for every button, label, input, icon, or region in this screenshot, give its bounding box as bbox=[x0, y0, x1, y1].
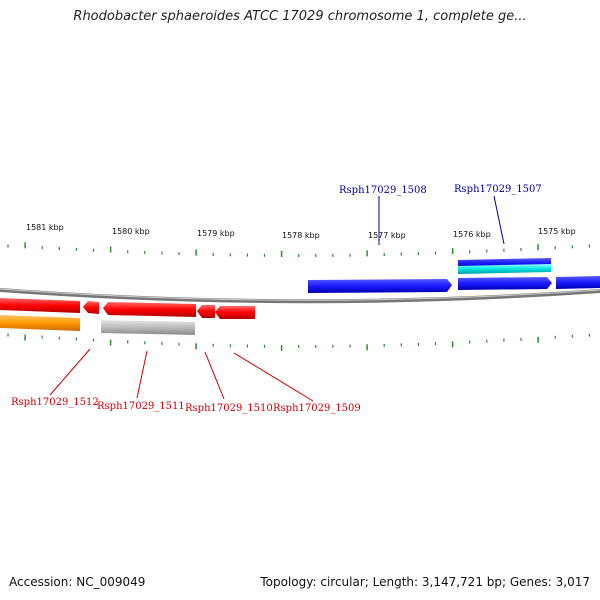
chromosome-backbone-highlight bbox=[0, 288, 600, 301]
scale-ticks-top bbox=[7, 242, 591, 257]
gene-rsph17029-1506[interactable] bbox=[556, 276, 600, 289]
gene-small-reverse[interactable] bbox=[83, 301, 99, 314]
leader-line-1509 bbox=[233, 352, 314, 402]
gene-rsph17029-1509[interactable] bbox=[215, 306, 255, 319]
leader-line-1512 bbox=[49, 348, 91, 396]
gene-label-rsph17029-1512[interactable]: Rsph17029_1512 bbox=[11, 397, 99, 408]
map-title: Rhodobacter sphaeroides ATCC 17029 chrom… bbox=[73, 9, 527, 24]
gene-rsph17029-1510[interactable] bbox=[197, 305, 215, 318]
genome-summary-text: Topology: circular; Length: 3,147,721 bp… bbox=[260, 575, 590, 589]
scale-ticks-bottom bbox=[7, 333, 591, 351]
gene-rsph17029-1511[interactable] bbox=[103, 302, 196, 317]
gene-rsph17029-1508[interactable] bbox=[308, 279, 452, 293]
accession-text: Accession: NC_009049 bbox=[9, 575, 146, 589]
cds-reverse-orange[interactable] bbox=[0, 315, 80, 331]
gene-rsph17029-1512[interactable] bbox=[0, 298, 80, 313]
rna-gene-segment[interactable] bbox=[458, 264, 551, 274]
scale-label-1575kbp: 1575 kbp bbox=[538, 227, 576, 236]
gene-label-rsph17029-1507[interactable]: Rsph17029_1507 bbox=[454, 184, 542, 195]
leader-line-1511 bbox=[136, 350, 148, 399]
scale-label-1576kbp: 1576 kbp bbox=[453, 230, 491, 239]
leader-line-1507 bbox=[493, 195, 505, 245]
gene-label-rsph17029-1510[interactable]: Rsph17029_1510 bbox=[185, 403, 273, 414]
scale-label-1581kbp: 1581 kbp bbox=[26, 223, 64, 232]
scale-label-1579kbp: 1579 kbp bbox=[197, 229, 235, 238]
gene-label-rsph17029-1509[interactable]: Rsph17029_1509 bbox=[273, 403, 361, 414]
chromosome-backbone bbox=[0, 288, 600, 304]
scale-label-1578kbp: 1578 kbp bbox=[282, 231, 320, 240]
scale-label-1580kbp: 1580 kbp bbox=[112, 227, 150, 236]
scale-label-1577kbp: 1577 kbp bbox=[368, 231, 406, 240]
gene-label-rsph17029-1508[interactable]: Rsph17029_1508 bbox=[339, 185, 427, 196]
leader-line-1510 bbox=[204, 351, 225, 400]
gene-label-rsph17029-1511[interactable]: Rsph17029_1511 bbox=[97, 401, 185, 412]
gene-rsph17029-1507-cds[interactable] bbox=[458, 277, 552, 290]
pseudo-gene-grey[interactable] bbox=[101, 320, 195, 335]
